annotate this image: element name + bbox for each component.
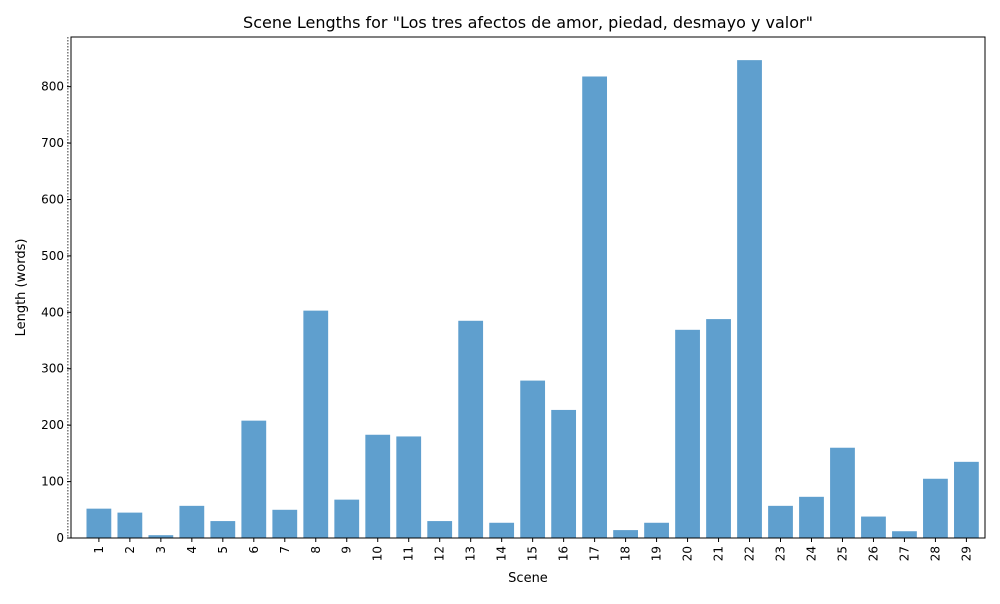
bar-scene-17 (582, 76, 608, 539)
plot-area (67, 37, 979, 539)
bar-scene-22 (737, 60, 762, 539)
bar-scene-27 (892, 531, 917, 538)
x-tick-label: 1 (92, 546, 106, 554)
x-tick-label: 22 (743, 546, 757, 561)
x-tick-label: 7 (278, 546, 292, 554)
y-tick-label: 500 (41, 249, 64, 263)
y-tick-label: 0 (56, 531, 64, 545)
bar-scene-15 (520, 380, 546, 538)
x-tick-label: 5 (216, 546, 230, 554)
x-tick-label: 12 (433, 546, 447, 561)
x-tick-label: 4 (185, 546, 199, 554)
x-tick-label: 29 (959, 546, 973, 561)
x-tick-label: 27 (897, 546, 911, 561)
bar-scene-8 (303, 310, 329, 538)
bar-scene-1 (86, 508, 112, 538)
x-tick-label: 10 (371, 546, 385, 561)
x-tick-label: 13 (464, 546, 478, 561)
bar-scene-6 (241, 420, 267, 538)
bar-scene-13 (458, 320, 484, 538)
y-tick-label: 300 (41, 362, 64, 376)
y-tick-label: 200 (41, 418, 64, 432)
bar-scene-5 (210, 521, 236, 538)
bar-scene-19 (644, 522, 669, 538)
bar-scene-9 (334, 499, 360, 538)
bar-scene-4 (179, 505, 205, 538)
x-tick-label: 19 (650, 546, 664, 561)
plot-frame (70, 36, 986, 539)
x-tick-label: 28 (928, 546, 942, 561)
bar-scene-16 (551, 409, 577, 538)
x-tick-label: 3 (154, 546, 168, 554)
bar-scene-26 (861, 516, 886, 538)
y-tick-label: 600 (41, 192, 64, 206)
bar-scene-20 (675, 329, 700, 538)
x-tick-label: 16 (557, 546, 571, 561)
bar-scene-18 (613, 530, 638, 538)
y-tick-label: 400 (41, 305, 64, 319)
x-tick-label: 26 (866, 546, 880, 561)
x-tick-label: 2 (123, 546, 137, 554)
bar-scene-23 (768, 505, 793, 538)
y-tick-label: 800 (41, 80, 64, 94)
bar-scene-10 (365, 434, 391, 538)
x-tick-label: 17 (588, 546, 602, 561)
x-tick-label: 11 (402, 546, 416, 561)
x-tick-label: 8 (309, 546, 323, 554)
bar-scene-25 (830, 447, 855, 538)
x-tick-label: 14 (495, 546, 509, 561)
bar-scene-11 (396, 436, 422, 538)
bar-scene-14 (489, 522, 515, 538)
x-tick-label: 18 (619, 546, 633, 561)
x-axis-label: Scene (508, 571, 548, 586)
x-tick-label: 21 (712, 546, 726, 561)
bar-scene-7 (272, 509, 298, 538)
bar-scene-12 (427, 521, 453, 538)
x-axis: 1 2 3 4 5 6 7 8 9 10 11 12 13 14 15 16 17 18 19 20 21 22 23 24 2… (92, 538, 973, 561)
bar-scene-3 (148, 535, 174, 538)
bar-scene-24 (799, 496, 824, 538)
x-tick-label: 23 (774, 546, 788, 561)
x-tick-label: 24 (804, 546, 818, 561)
bar-scene-21 (706, 319, 731, 538)
x-tick-label: 9 (340, 546, 354, 554)
x-tick-label: 6 (247, 546, 261, 554)
y-tick-label: 100 (41, 475, 64, 489)
x-tick-label: 25 (835, 546, 849, 561)
chart-title: Scene Lengths for "Los tres afectos de a… (243, 13, 813, 32)
y-axis-label: Length (words) (14, 239, 29, 337)
bar-scene-28 (923, 478, 948, 538)
x-tick-label: 20 (681, 546, 695, 561)
x-tick-label: 15 (526, 546, 540, 561)
y-tick-label: 700 (41, 136, 64, 150)
bar-scene-29 (954, 461, 979, 538)
y-axis: 0 100 200 300 400 500 600 700 800 (41, 80, 71, 545)
bar-scene-2 (117, 512, 143, 538)
